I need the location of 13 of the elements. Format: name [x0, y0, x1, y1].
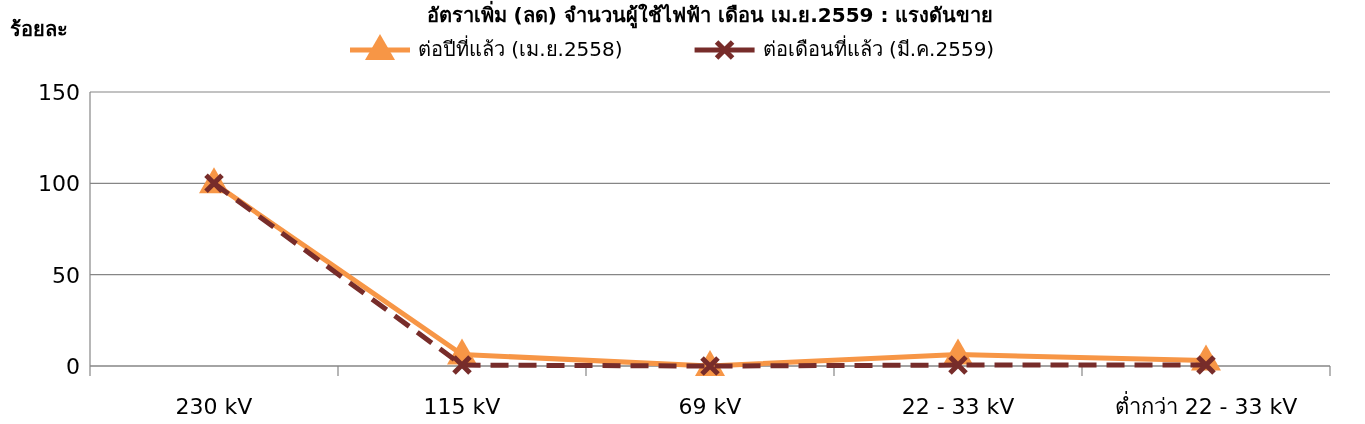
- chart-title: อัตราเพิ่ม (ลด) จำนวนผู้ใช้ไฟฟ้า เดือน เม.ย.2559 : แรงดันขาย: [426, 0, 994, 29]
- legend-label: ต่อเดือนที่แล้ว (มี.ค.2559): [762, 35, 995, 61]
- x-tick-label: 115 kV: [423, 394, 501, 419]
- y-tick-label: 150: [38, 80, 80, 105]
- x-tick-label: 230 kV: [175, 394, 253, 419]
- y-tick-label: 50: [52, 262, 80, 288]
- x-tick-label: 22 - 33 kV: [901, 394, 1015, 419]
- y-tick-label: 100: [38, 171, 80, 197]
- x-tick-label: ต่ำกว่า 22 - 33 kV: [1114, 391, 1298, 419]
- legend-label: ต่อปีที่แล้ว (เม.ย.2558): [418, 35, 623, 61]
- y-tick-label: 0: [66, 354, 80, 379]
- y-axis-title: ร้อยละ: [10, 17, 68, 41]
- x-tick-label: 69 kV: [678, 394, 742, 419]
